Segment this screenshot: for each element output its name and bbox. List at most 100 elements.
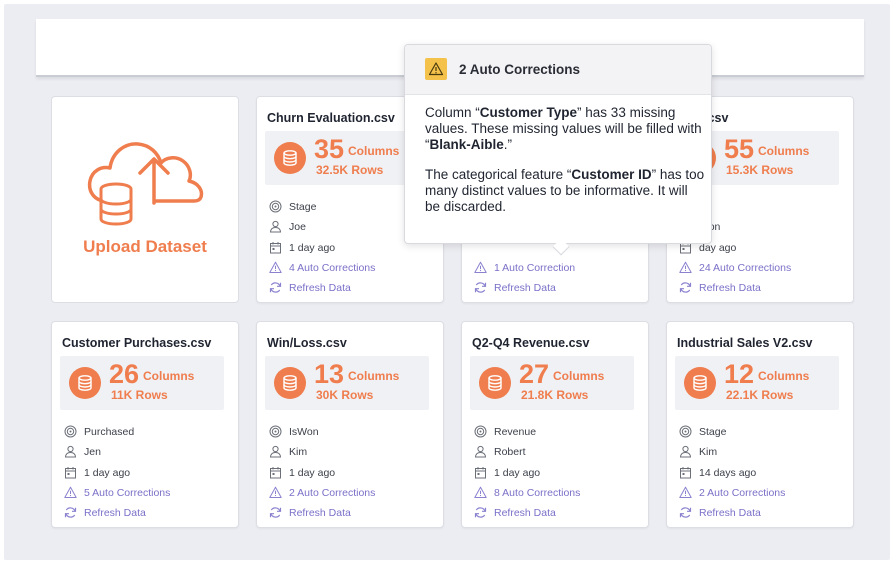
dataset-card[interactable]: Win/Loss.csv 13 Columns 30K Rows IsWon Kim 1 d… xyxy=(256,321,444,528)
user-icon xyxy=(269,445,282,458)
target-column-text: Revenue xyxy=(494,426,537,438)
calendar-icon xyxy=(269,466,282,479)
auto-corrections-tooltip: 2 Auto Corrections Column “Customer Type… xyxy=(404,44,712,256)
row-count: 22.1K Rows xyxy=(726,388,794,402)
auto-corrections-link-text: 8 Auto Corrections xyxy=(494,487,581,499)
dataset-card[interactable]: Q2-Q4 Revenue.csv 27 Columns 21.8K Rows Reve… xyxy=(461,321,649,528)
refresh-icon xyxy=(64,506,77,519)
auto-corrections-link-text: 4 Auto Corrections xyxy=(289,262,376,274)
user-icon xyxy=(679,445,692,458)
dataset-stats: 27 Columns 21.8K Rows xyxy=(470,356,634,410)
refresh-data-link-text: Refresh Data xyxy=(699,282,761,294)
target-column-text: Purchased xyxy=(84,426,135,438)
database-icon xyxy=(479,367,511,399)
owner-text: Jen xyxy=(84,446,101,458)
auto-corrections-link-text: 1 Auto Correction xyxy=(494,262,576,274)
dataset-card[interactable]: Customer Purchases.csv 26 Columns 11K Rows P… xyxy=(51,321,239,528)
row-count: 11K Rows xyxy=(111,388,168,402)
user-icon xyxy=(474,445,487,458)
refresh-icon xyxy=(474,281,487,294)
warning-icon xyxy=(64,486,77,499)
refresh-icon xyxy=(679,281,692,294)
warning-icon xyxy=(679,486,692,499)
target-column-text: Stage xyxy=(289,201,317,213)
refresh-data-link-text: Refresh Data xyxy=(494,507,556,519)
warning-icon xyxy=(269,261,282,274)
owner-text: Kim xyxy=(289,446,308,458)
auto-corrections-link-text: 2 Auto Corrections xyxy=(289,487,376,499)
database-icon xyxy=(274,142,306,174)
last-updated-text: 1 day ago xyxy=(494,467,541,479)
feature-name: Customer ID xyxy=(571,167,652,182)
row-count: 32.5K Rows xyxy=(316,163,384,177)
dataset-stats: 26 Columns 11K Rows xyxy=(60,356,224,410)
warning-icon xyxy=(474,486,487,499)
upload-dataset-label: Upload Dataset xyxy=(83,237,207,256)
user-icon xyxy=(269,220,282,233)
column-count: 55 xyxy=(724,134,755,164)
database-icon xyxy=(69,367,101,399)
warning-icon xyxy=(269,486,282,499)
target-icon xyxy=(269,200,282,213)
dataset-title[interactable]: Q2-Q4 Revenue.csv xyxy=(472,336,590,350)
dataset-title[interactable]: Customer Purchases.csv xyxy=(62,336,212,350)
tooltip-missing-values-text: Column “Customer Type” has 33 missing va… xyxy=(425,105,702,152)
auto-corrections-link-text: 24 Auto Corrections xyxy=(699,262,792,274)
dataset-title[interactable]: Churn Evaluation.csv xyxy=(267,111,395,125)
warning-icon xyxy=(425,58,447,80)
refresh-data-link-text: Refresh Data xyxy=(289,507,351,519)
refresh-icon xyxy=(679,506,692,519)
upload-dataset-card[interactable]: Upload Dataset xyxy=(51,96,239,303)
warning-icon xyxy=(474,261,487,274)
database-icon xyxy=(274,367,306,399)
calendar-icon xyxy=(64,466,77,479)
calendar-icon xyxy=(269,241,282,254)
column-count: 26 xyxy=(109,359,140,389)
column-count: 12 xyxy=(724,359,755,389)
database-icon xyxy=(684,367,716,399)
calendar-icon xyxy=(679,466,692,479)
cloud-upload-database-icon xyxy=(87,142,204,226)
target-column-text: Stage xyxy=(699,426,727,438)
columns-label: Columns xyxy=(143,369,195,383)
dataset-stats: 35 Columns 32.5K Rows xyxy=(265,131,429,185)
last-updated-text: 1 day ago xyxy=(289,467,336,479)
dataset-card[interactable]: Industrial Sales V2.csv 12 Columns 22.1K Ro… xyxy=(666,321,854,528)
user-icon xyxy=(64,445,77,458)
fill-value: Blank-Aible xyxy=(429,137,504,152)
last-updated-text: 1 day ago xyxy=(84,467,131,479)
last-updated-text: day ago xyxy=(699,242,737,254)
calendar-icon xyxy=(474,466,487,479)
auto-corrections-link-text: 2 Auto Corrections xyxy=(699,487,786,499)
row-count: 21.8K Rows xyxy=(521,388,589,402)
refresh-data-link-text: Refresh Data xyxy=(494,282,556,294)
column-count: 27 xyxy=(519,359,550,389)
refresh-data-link-text: Refresh Data xyxy=(289,282,351,294)
target-icon xyxy=(474,425,487,438)
refresh-icon xyxy=(269,506,282,519)
last-updated-text: 14 days ago xyxy=(699,467,757,479)
refresh-icon xyxy=(474,506,487,519)
dataset-stats: 13 Columns 30K Rows xyxy=(265,356,429,410)
target-icon xyxy=(269,425,282,438)
last-updated-text: 1 day ago xyxy=(289,242,336,254)
dataset-title[interactable]: Win/Loss.csv xyxy=(267,336,347,350)
owner-text: Joe xyxy=(289,221,306,233)
row-count: 15.3K Rows xyxy=(726,163,794,177)
columns-label: Columns xyxy=(758,144,810,158)
tooltip-discard-text: The categorical feature “Customer ID” ha… xyxy=(425,167,705,214)
row-count: 30K Rows xyxy=(316,388,374,402)
tooltip-header: 2 Auto Corrections xyxy=(405,45,711,95)
target-icon xyxy=(679,425,692,438)
dataset-title[interactable]: Industrial Sales V2.csv xyxy=(677,336,813,350)
dataset-stats: 12 Columns 22.1K Rows xyxy=(675,356,839,410)
owner-text: Kim xyxy=(699,446,718,458)
columns-label: Columns xyxy=(348,144,400,158)
tooltip-title: 2 Auto Corrections xyxy=(459,62,581,77)
columns-label: Columns xyxy=(348,369,400,383)
refresh-data-link-text: Refresh Data xyxy=(699,507,761,519)
target-column-text: IsWon xyxy=(289,426,319,438)
target-icon xyxy=(64,425,77,438)
column-count: 35 xyxy=(314,134,345,164)
owner-text: Robert xyxy=(494,446,526,458)
